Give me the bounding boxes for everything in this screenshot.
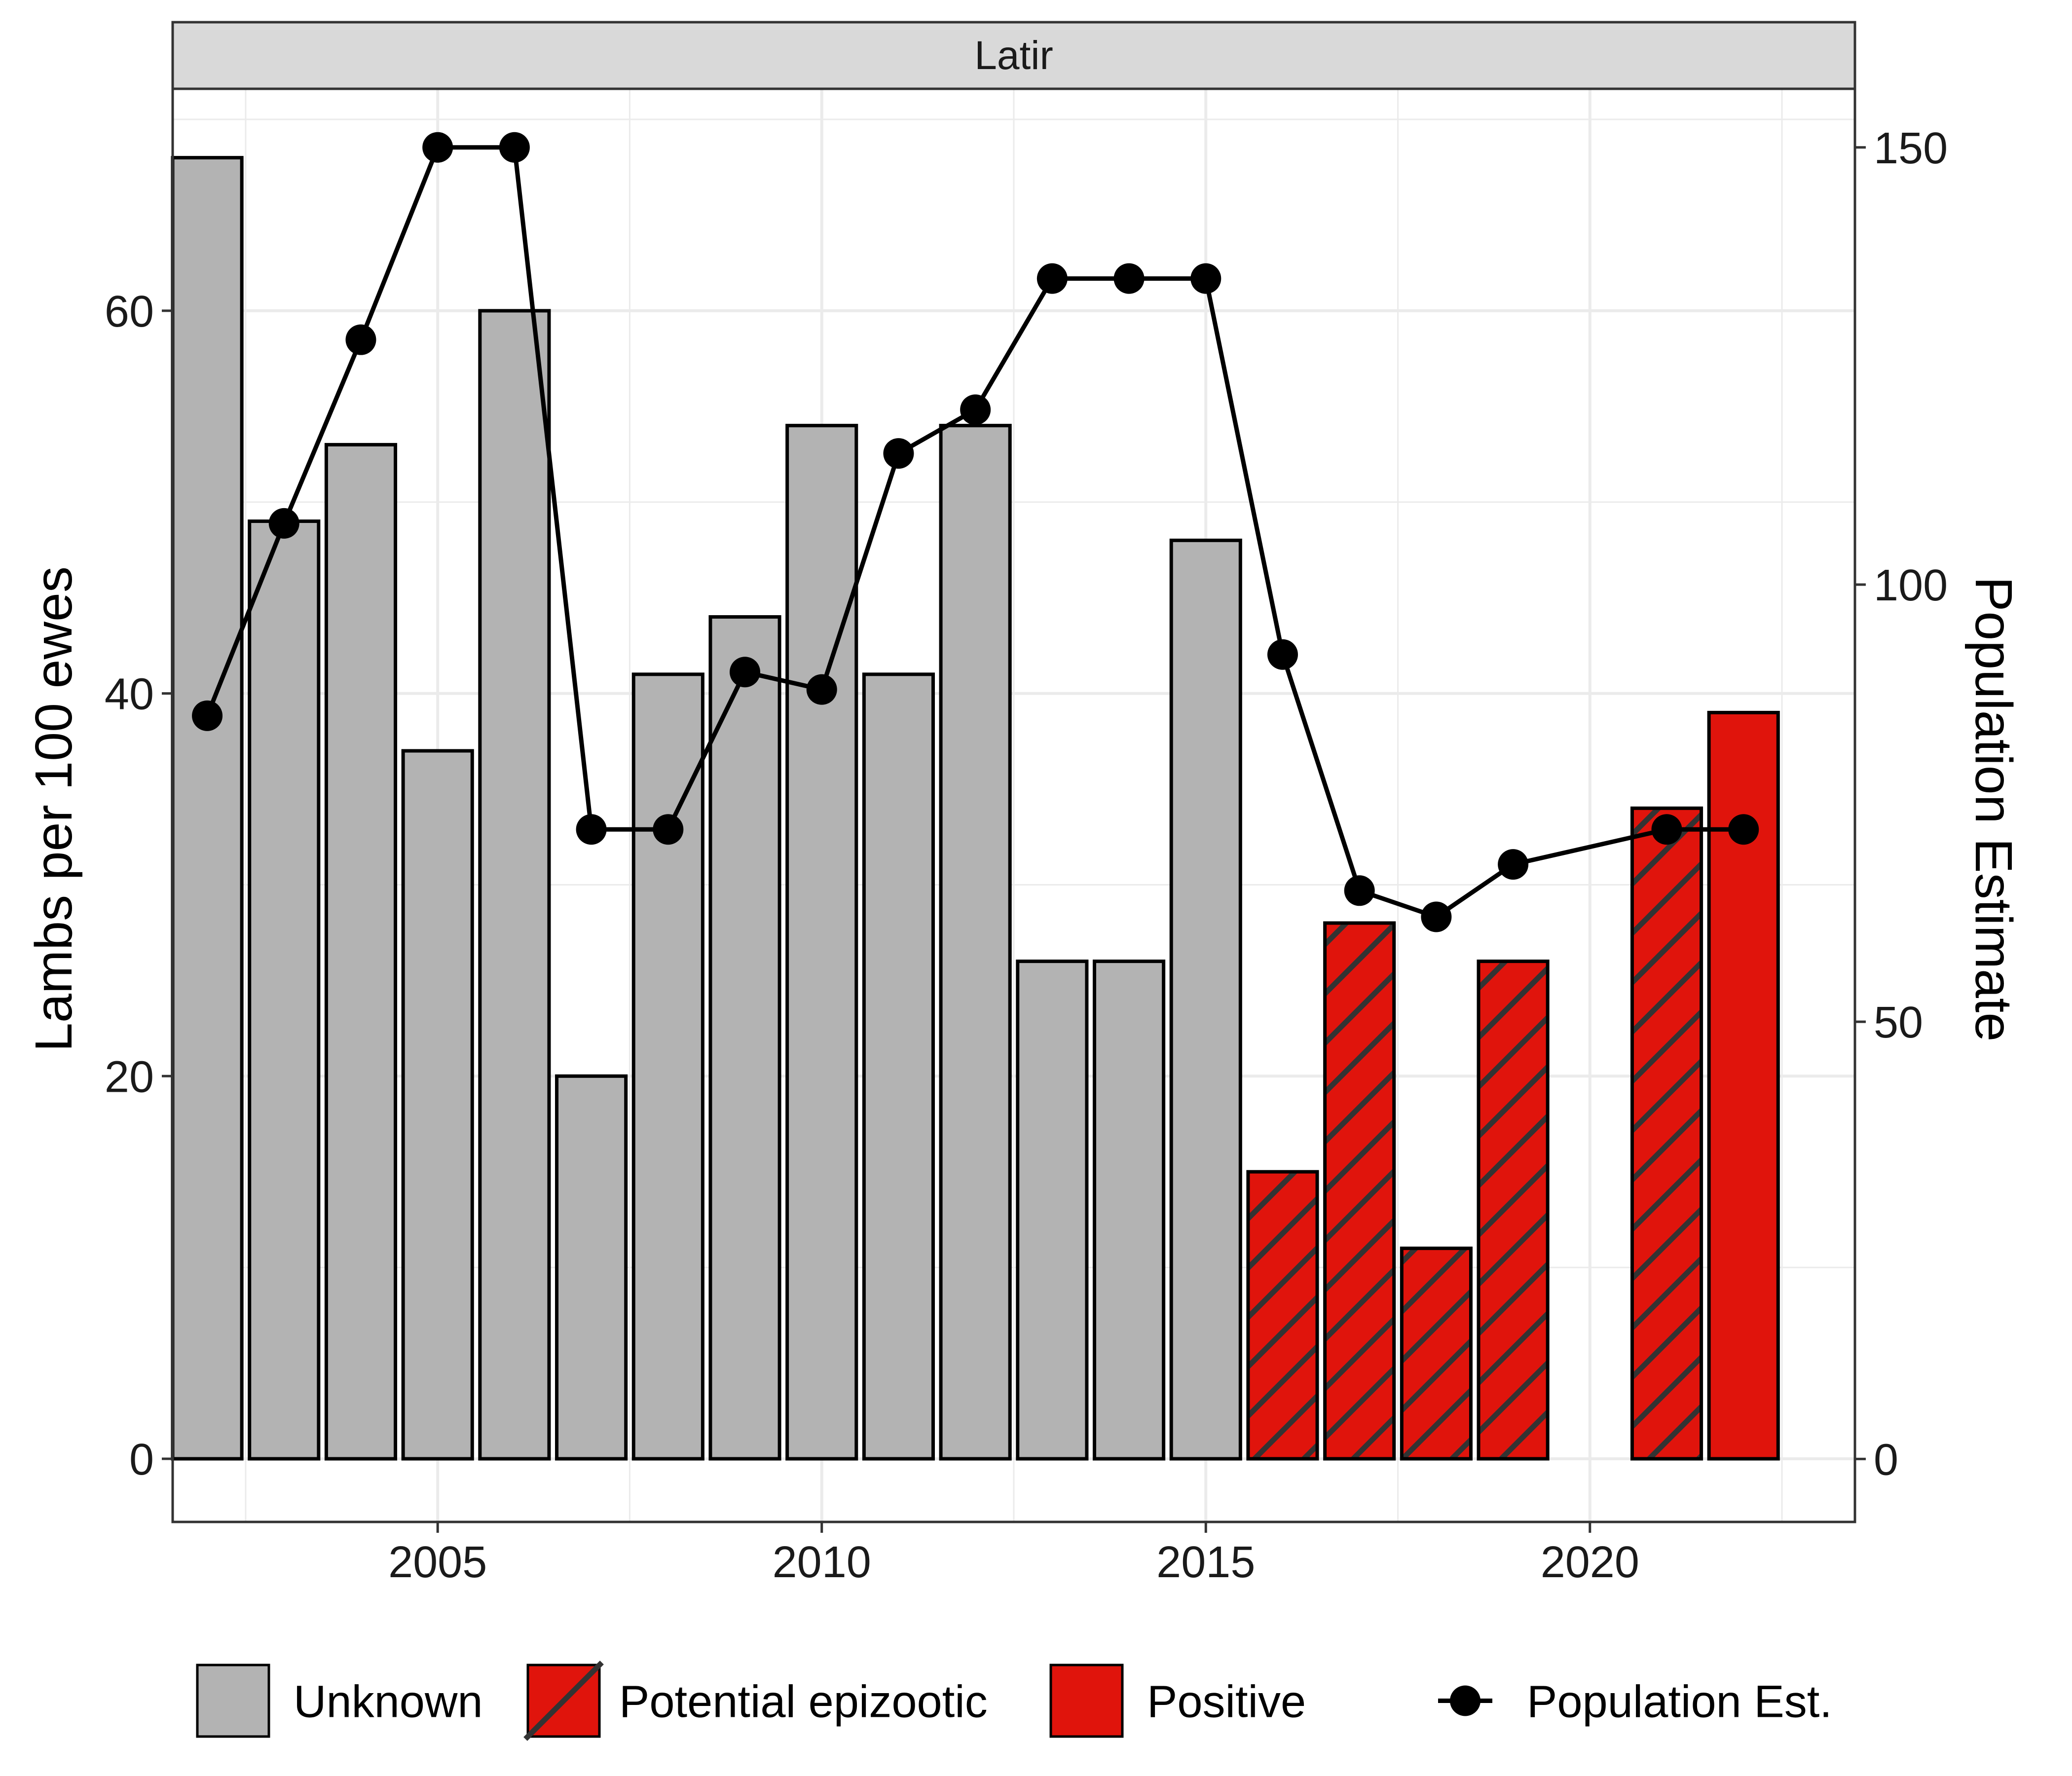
bar-hatch — [1479, 961, 1548, 1459]
bar-outline — [1246, 1170, 1319, 1461]
bar-outline — [1016, 960, 1089, 1461]
population-point — [1651, 814, 1682, 845]
bar-hatch — [1632, 808, 1702, 1459]
population-point — [268, 508, 299, 539]
legend-label: Potential epizootic — [619, 1677, 988, 1727]
population-point — [960, 394, 991, 425]
legend-label: Unknown — [294, 1677, 483, 1727]
population-line — [192, 132, 1759, 932]
bar-outline — [939, 424, 1012, 1461]
population-point — [806, 674, 837, 705]
bars — [171, 156, 1780, 1461]
bar-outline — [1323, 921, 1396, 1461]
bar-outline — [785, 424, 858, 1461]
bar — [787, 425, 856, 1459]
bar-hatch — [1402, 1248, 1471, 1459]
bar — [941, 425, 1010, 1459]
bar — [403, 750, 473, 1459]
bar — [633, 674, 703, 1459]
bar — [173, 157, 242, 1459]
facet-title: Latir — [974, 33, 1053, 78]
bar — [1017, 961, 1087, 1459]
x-tick-label: 2015 — [1156, 1538, 1255, 1587]
population-point — [653, 814, 684, 845]
legend-key-point — [1450, 1685, 1480, 1716]
y2-tick-label: 100 — [1874, 561, 1948, 610]
bar-outline — [324, 443, 398, 1461]
population-point — [1728, 814, 1759, 845]
bar — [710, 617, 780, 1459]
bar-outline — [708, 615, 781, 1461]
legend-label: Positive — [1147, 1677, 1306, 1727]
population-point — [883, 438, 914, 469]
bar-outline — [1400, 1246, 1473, 1461]
facet-strip — [171, 21, 1856, 90]
bar-outline — [1169, 538, 1242, 1461]
bar — [556, 1076, 626, 1459]
bar — [326, 444, 396, 1459]
y-tick-label: 20 — [105, 1052, 154, 1102]
bar — [1171, 540, 1241, 1459]
population-point — [576, 814, 607, 845]
y2-axis-title: Population Estimate — [1964, 577, 2023, 1042]
bar-outline — [631, 672, 704, 1461]
bar — [249, 521, 319, 1459]
legend-key-hatch — [523, 1661, 604, 1741]
bar-outline — [1477, 960, 1550, 1461]
y-tick-label: 40 — [105, 670, 154, 719]
y-tick-label: 60 — [105, 287, 154, 336]
x-tick-label: 2010 — [773, 1538, 871, 1587]
population-point — [730, 657, 761, 688]
bar — [1094, 961, 1164, 1459]
population-point — [499, 132, 530, 163]
x-tick-label: 2005 — [388, 1538, 487, 1587]
population-point — [1113, 263, 1145, 294]
x-tick-label: 2020 — [1541, 1538, 1639, 1587]
population-point — [1421, 901, 1452, 932]
bar-outline — [555, 1074, 628, 1461]
legend-key — [1049, 1664, 1124, 1738]
bar-outline — [1707, 710, 1780, 1461]
population-point — [1267, 639, 1298, 670]
bar — [480, 310, 549, 1459]
population-point — [1498, 849, 1529, 880]
legend-key — [196, 1664, 270, 1738]
bar-outline — [478, 309, 551, 1461]
left-axis: 0 20 40 60 — [105, 287, 173, 1484]
bar-outline — [862, 672, 935, 1461]
population-point — [1344, 875, 1375, 906]
population-point — [345, 324, 376, 355]
right-axis: 0 50 100 150 — [1855, 124, 1948, 1484]
legend-label: Population Est. — [1527, 1677, 1832, 1727]
population-point — [1190, 263, 1221, 294]
legend: Unknown Potential epizootic Positive Popula… — [196, 1661, 1832, 1741]
population-point — [1036, 263, 1068, 294]
bar-outline — [1092, 960, 1166, 1461]
bar-hatch — [1325, 923, 1394, 1459]
y2-tick-label: 0 — [1874, 1435, 1898, 1484]
population-point — [422, 132, 453, 163]
bar-outline — [401, 749, 474, 1461]
bar-hatch — [1248, 1172, 1318, 1459]
y2-tick-label: 50 — [1874, 998, 1923, 1047]
y-tick-label: 0 — [129, 1435, 154, 1484]
x-axis: 2005 2010 2015 2020 — [388, 1522, 1639, 1587]
y-axis-title: Lambs per 100 ewes — [25, 566, 83, 1052]
bar — [864, 674, 933, 1459]
plot-border — [171, 87, 1856, 1523]
population-point — [192, 700, 223, 731]
y2-tick-label: 150 — [1874, 124, 1948, 173]
bar-outline — [1630, 806, 1703, 1461]
